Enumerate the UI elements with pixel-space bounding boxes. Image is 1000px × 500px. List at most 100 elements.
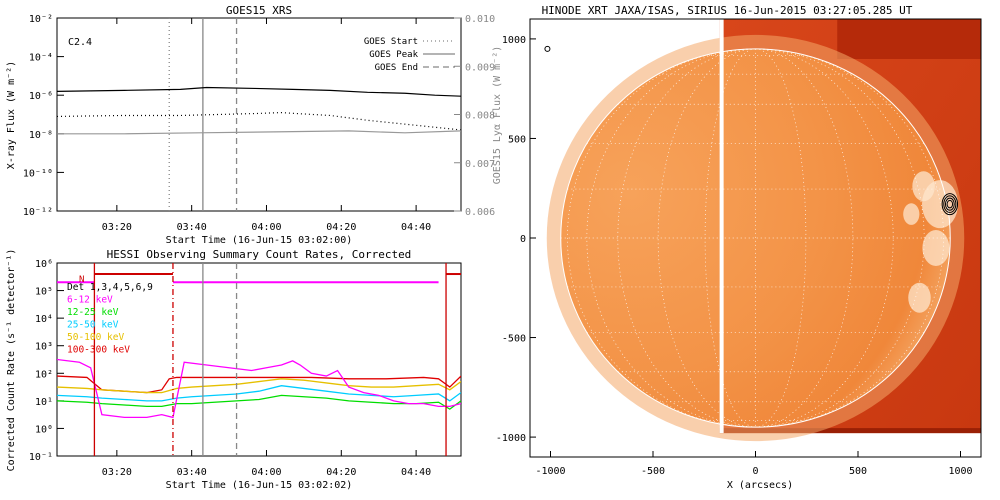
hessi-y-tick-label: 10⁶ — [35, 259, 53, 270]
hessi-y-tick-label: 10¹ — [35, 397, 53, 408]
xrt-bright-region — [903, 203, 920, 225]
xrt-longitude-line — [704, 48, 756, 428]
goes-x-label: Start Time (16-Jun-15 03:02:00) — [166, 235, 353, 246]
hessi-series-line — [57, 375, 461, 394]
xrt-title: HINODE XRT JAXA/ISAS, SIRIUS 16-Jun-2015… — [542, 4, 913, 17]
hessi-legend-label: Det 1,3,4,5,6,9 — [67, 282, 153, 293]
xrt-corner-region — [837, 19, 981, 59]
xrt-longitude-line — [755, 48, 944, 428]
xrt-bright-region — [908, 282, 931, 313]
goes-y-tick-label: 10⁻¹⁰ — [23, 168, 53, 179]
goes-legend-label: GOES Start — [364, 37, 418, 47]
goes-y-tick-label-right: 0.008 — [465, 111, 495, 122]
hessi-y-ticks: 10⁶ 10⁵ 10⁴ 10³ 10² 10¹ 10⁰ 10⁻¹ — [29, 259, 64, 463]
goes-y-tick-label: 10⁻⁴ — [29, 53, 53, 64]
xrt-contour — [941, 193, 959, 216]
hessi-title: HESSI Observing Summary Count Rates, Cor… — [107, 248, 412, 261]
goes-series-line — [57, 86, 461, 97]
xrt-bottom-edge — [719, 428, 981, 434]
xrt-longitude-line — [755, 48, 894, 428]
xrt-x-label: X (arcsecs) — [727, 480, 793, 491]
goes-series-line — [57, 130, 461, 135]
xrt-bright-region — [922, 229, 950, 266]
hessi-y-tick-label: 10⁻¹ — [29, 452, 53, 463]
hessi-series-line — [57, 378, 461, 394]
xrt-contour — [946, 199, 954, 209]
hessi-panel: HESSI Observing Summary Count Rates, Cor… — [6, 248, 462, 491]
goes-x-tick-label: 03:40 — [177, 222, 207, 233]
hessi-x-tick-label: 03:20 — [102, 467, 132, 478]
xrt-bright-region — [912, 171, 935, 202]
xrt-y-tick-label: 1000 — [502, 35, 526, 46]
xrt-image — [544, 19, 981, 442]
goes-y-tick-label: 10⁻⁶ — [29, 91, 53, 102]
goes-x-tick-label: 04:20 — [326, 222, 356, 233]
goes-y-tick-label-right: 0.006 — [465, 207, 495, 218]
goes-legend-label: GOES End — [375, 63, 418, 73]
xrt-contour — [944, 197, 955, 211]
xrt-y-ticks: 1000 500 0 -500 -1000 — [496, 35, 536, 444]
goes-x-tick-label: 04:40 — [401, 222, 431, 233]
xrt-x-ticks: -1000 -500 0 500 1000 — [535, 451, 973, 477]
hessi-y-tick-label: 10⁴ — [35, 314, 53, 325]
xrt-panel: HINODE XRT JAXA/ISAS, SIRIUS 16-Jun-2015… — [496, 4, 982, 491]
hessi-markers — [93, 263, 447, 456]
hessi-series-line — [57, 358, 461, 419]
hessi-x-tick-label: 04:00 — [251, 467, 281, 478]
xrt-y-tick-label: -1000 — [496, 433, 526, 444]
hessi-series — [57, 273, 461, 419]
xrt-longitude-line — [617, 48, 756, 428]
hessi-y-tick-label: 10³ — [35, 342, 53, 353]
goes-legend: GOES Start GOES Peak GOES End — [364, 37, 455, 73]
xrt-y-tick-label: 500 — [508, 134, 526, 145]
hessi-y-tick-label: 10² — [35, 369, 53, 380]
hessi-x-tick-label: 04:40 — [401, 467, 431, 478]
xrt-x-tick-label: -1000 — [535, 466, 565, 477]
hessi-legend-label: 25-50 keV — [67, 320, 119, 331]
goes-x-tick-label: 03:20 — [102, 222, 132, 233]
goes-x-ticks: 03:20 03:40 04:00 04:20 04:40 — [102, 18, 431, 233]
xrt-x-tick-label: -500 — [641, 466, 665, 477]
hessi-y-tick-label: 10⁰ — [35, 424, 53, 435]
hessi-x-label: Start Time (16-Jun-15 03:02:02) — [166, 480, 353, 491]
hessi-legend-label: 100-300 keV — [67, 345, 130, 356]
hessi-legend-label: 12-25 keV — [67, 307, 119, 318]
hessi-series-line — [57, 385, 461, 402]
hessi-x-ticks: 03:20 03:40 04:00 04:20 04:40 — [102, 450, 431, 478]
goes-series — [57, 86, 461, 135]
hessi-flag-label: N — [79, 275, 84, 285]
goes-panel: GOES15 XRS 03:20 03:40 04:00 04:20 04:40 10⁻… — [6, 4, 503, 246]
xrt-longitude-line — [567, 48, 756, 428]
goes-y-tick-label-right: 0.007 — [465, 159, 495, 170]
goes-annotation: C2.4 — [68, 37, 92, 48]
goes-flare-markers — [168, 18, 238, 211]
xrt-beam-marker — [544, 45, 551, 52]
hessi-y-tick-label: 10⁵ — [35, 287, 53, 298]
goes-y-tick-label-right: 0.009 — [465, 62, 495, 73]
goes-x-tick-label: 04:00 — [251, 222, 281, 233]
hessi-legend-label: 6-12 keV — [67, 295, 113, 306]
goes-y-label: X-ray Flux (W m⁻²) — [6, 61, 17, 169]
xrt-x-tick-label: 0 — [752, 466, 758, 477]
hessi-x-tick-label: 04:20 — [326, 467, 356, 478]
xrt-limb-outline — [560, 48, 951, 428]
goes-y-tick-label: 10⁻⁸ — [29, 130, 53, 141]
goes-title: GOES15 XRS — [226, 4, 292, 17]
xrt-contour — [943, 195, 957, 213]
goes-y-tick-label: 10⁻¹² — [23, 207, 53, 218]
goes-series-line — [57, 111, 461, 131]
xrt-solar-disk — [560, 48, 951, 428]
hessi-legend-label: 50-100 keV — [67, 332, 124, 343]
goes-legend-label: GOES Peak — [369, 50, 418, 60]
xrt-y-tick-label: -500 — [502, 334, 526, 345]
xrt-longitude-line — [755, 48, 807, 428]
xrt-y-tick-label: 0 — [520, 234, 526, 245]
hessi-y-label: Corrected Count Rate (s⁻¹ detector⁻¹) — [6, 249, 17, 472]
xrt-x-tick-label: 1000 — [948, 466, 972, 477]
hessi-x-tick-label: 03:40 — [177, 467, 207, 478]
goes-y-ticks-right: 0.010 0.009 0.008 0.007 0.006 — [454, 14, 495, 218]
goes-y-tick-label: 10⁻² — [29, 14, 53, 25]
xrt-image-left-edge — [719, 19, 724, 434]
